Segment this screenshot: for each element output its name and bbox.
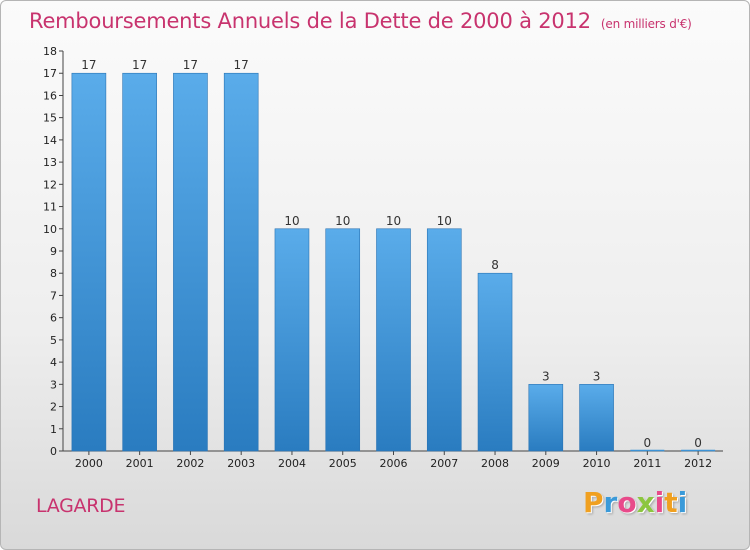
bars-group: 17 17 17 17 10 10 10 10 8 3 3 0 0 bbox=[71, 58, 716, 452]
bar-2008 bbox=[477, 272, 513, 452]
proxiti-logo: Proxiti bbox=[583, 486, 687, 519]
y-tick-label: 7 bbox=[50, 289, 57, 302]
y-tick-label: 1 bbox=[50, 423, 57, 436]
x-tick-label-2008: 2008 bbox=[481, 457, 509, 470]
y-tick-label: 5 bbox=[50, 334, 57, 347]
y-tick-label: 12 bbox=[43, 178, 57, 191]
data-label-2012: 0 bbox=[694, 436, 702, 450]
bar-2009 bbox=[528, 384, 564, 452]
y-tick-label: 14 bbox=[43, 134, 57, 147]
logo-letter: P bbox=[583, 486, 604, 519]
data-label-2001: 17 bbox=[132, 58, 147, 72]
x-tick-label-2009: 2009 bbox=[532, 457, 560, 470]
x-tick-label-2003: 2003 bbox=[227, 457, 255, 470]
data-label-2008: 8 bbox=[491, 258, 499, 272]
logo-letter: i bbox=[654, 486, 665, 519]
chart-subtitle: (en milliers d'€) bbox=[600, 17, 692, 31]
bar-2002 bbox=[173, 72, 208, 452]
y-tick-label: 13 bbox=[43, 156, 57, 169]
y-tick-label: 16 bbox=[43, 89, 57, 102]
data-label-2009: 3 bbox=[542, 369, 550, 383]
x-tick-label-2005: 2005 bbox=[329, 457, 357, 470]
x-tick-label-2000: 2000 bbox=[75, 457, 103, 470]
chart-title: Remboursements Annuels de la Dette de 20… bbox=[29, 9, 692, 33]
logo-letter: x bbox=[636, 486, 655, 519]
y-tick-label: 8 bbox=[50, 267, 57, 280]
bar-2007 bbox=[426, 228, 462, 452]
bar-2005 bbox=[325, 228, 361, 452]
data-label-2005: 10 bbox=[335, 214, 350, 228]
data-label-2000: 17 bbox=[81, 58, 96, 72]
bar-2003 bbox=[223, 72, 259, 452]
logo-letter: i bbox=[677, 486, 688, 519]
y-tick-label: 11 bbox=[43, 201, 57, 214]
x-tick-label-2001: 2001 bbox=[126, 457, 154, 470]
commune-name: LAGARDE bbox=[36, 495, 126, 517]
data-label-2011: 0 bbox=[644, 436, 652, 450]
bar-2004 bbox=[274, 228, 310, 452]
x-tick-label-2012: 2012 bbox=[684, 457, 712, 470]
x-axis: 2000 2001 2002 2003 2004 2005 2006 2007 2008 2009… bbox=[63, 450, 723, 470]
y-tick-label: 17 bbox=[43, 67, 57, 80]
bar-2000 bbox=[71, 72, 107, 452]
y-tick-label: 9 bbox=[50, 245, 57, 258]
x-tick-label-2010: 2010 bbox=[583, 457, 611, 470]
bar-2010 bbox=[579, 384, 614, 452]
y-tick-label: 0 bbox=[50, 445, 57, 458]
y-tick-label: 2 bbox=[50, 401, 57, 414]
y-tick-label: 6 bbox=[50, 312, 57, 325]
chart-title-text: Remboursements Annuels de la Dette de 20… bbox=[29, 9, 591, 33]
y-tick-label: 15 bbox=[43, 112, 57, 125]
y-tick-label: 18 bbox=[43, 45, 57, 58]
bar-2001 bbox=[122, 72, 157, 452]
data-label-2003: 17 bbox=[234, 58, 249, 72]
data-label-2004: 10 bbox=[284, 214, 299, 228]
bar-2006 bbox=[376, 228, 411, 452]
data-label-2007: 10 bbox=[437, 214, 452, 228]
x-tick-label-2004: 2004 bbox=[278, 457, 306, 470]
x-tick-label-2006: 2006 bbox=[380, 457, 408, 470]
y-tick-label: 10 bbox=[43, 223, 57, 236]
logo-letter: t bbox=[664, 486, 678, 519]
data-label-2006: 10 bbox=[386, 214, 401, 228]
data-label-2010: 3 bbox=[593, 369, 601, 383]
y-tick-label: 4 bbox=[50, 356, 57, 369]
data-label-2002: 17 bbox=[183, 58, 198, 72]
y-tick-label: 3 bbox=[50, 378, 57, 391]
logo-letter: r bbox=[603, 486, 618, 519]
x-tick-label-2011: 2011 bbox=[633, 457, 661, 470]
x-tick-label-2007: 2007 bbox=[430, 457, 458, 470]
logo-letter: o bbox=[617, 486, 637, 519]
x-tick-label-2002: 2002 bbox=[176, 457, 204, 470]
